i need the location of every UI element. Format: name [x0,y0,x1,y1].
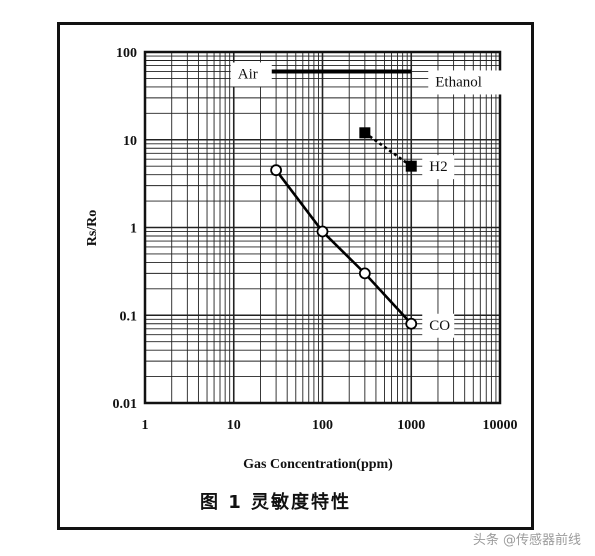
ethanol-label-bg [428,70,506,95]
co-marker [405,317,418,330]
h2-marker [359,127,371,139]
co-marker [358,267,371,280]
figure-caption: 图 1 灵敏度特性 [200,492,352,513]
x-tick-label: 10 [227,418,241,433]
plot-area-border [143,50,502,405]
y-tick-label: 1 [130,222,137,237]
y-axis-label: Rs/Ro [85,210,100,247]
x-tick-label: 100 [312,418,333,433]
x-tick-label: 1000 [397,418,425,433]
h2-label-bg [422,155,455,180]
y-tick-label: 10 [123,134,137,149]
y-tick-label: 0.01 [113,397,138,412]
x-tick-label: 10000 [483,418,518,433]
co-label-bg [422,313,455,338]
x-tick-label: 1 [142,418,149,433]
watermark: 头条 @传感器前线 [472,533,581,548]
co-line [275,169,413,325]
h2-label: H2 [429,159,447,175]
y-tick-label: 0.1 [120,309,138,324]
air-label-bg [230,62,272,87]
co-label: CO [429,318,450,334]
co-marker [270,164,282,177]
h2-line [364,131,413,168]
co-marker [316,225,329,238]
ethanol-label: Ethanol [435,74,482,90]
air-label: Air [238,66,258,82]
series-layer: Air Ethanol H2 CO [230,62,506,338]
tick-labels: 1 10 100 1000 10000 100 10 1 0.1 0.01 [113,46,518,433]
h2-marker [405,160,417,172]
x-axis-label: Gas Concentration(ppm) [243,457,393,472]
y-tick-label: 100 [116,46,137,61]
